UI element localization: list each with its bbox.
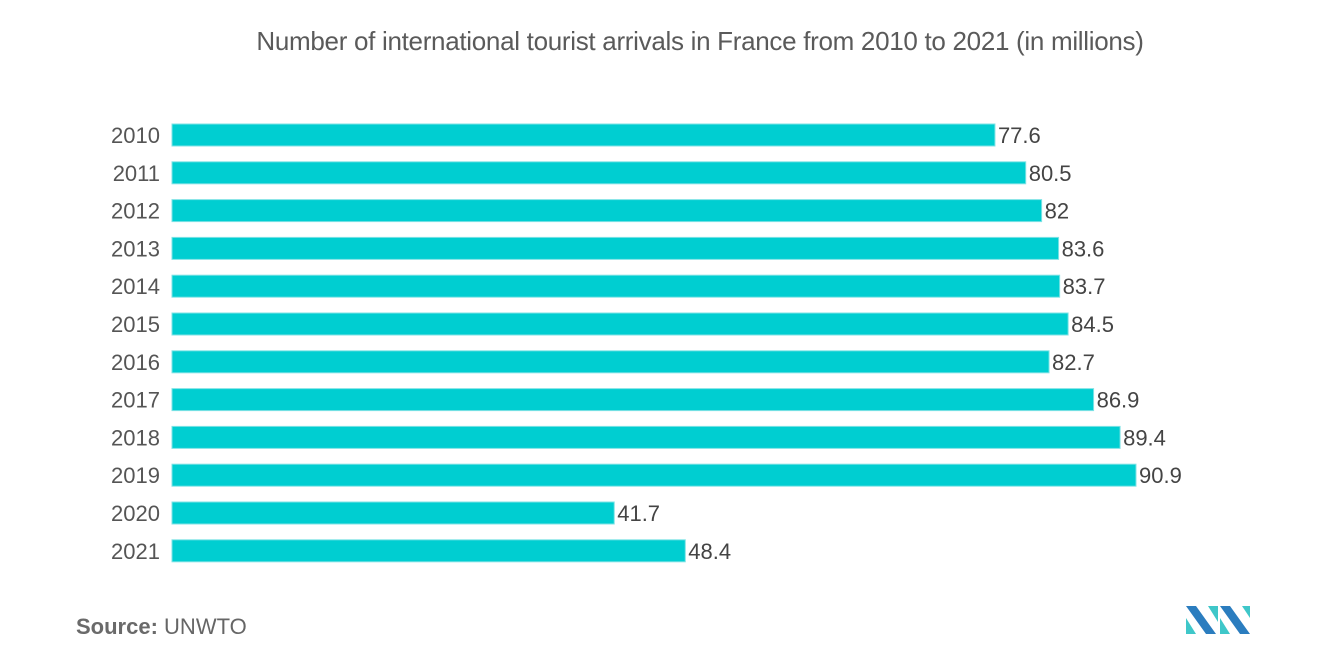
value-label: 77.6	[998, 123, 1041, 148]
category-label: 2021	[111, 539, 160, 564]
value-label: 83.7	[1063, 274, 1106, 299]
value-label: 82	[1045, 199, 1069, 224]
bar-2016	[171, 350, 1050, 374]
bar-2015	[171, 312, 1069, 336]
value-label: 84.5	[1071, 312, 1114, 337]
source-value: UNWTO	[164, 614, 247, 639]
mordor-intelligence-logo	[1186, 606, 1250, 634]
bar-2021	[171, 539, 686, 563]
bar-2010	[171, 123, 996, 147]
category-label: 2019	[111, 463, 160, 488]
bar-2018	[171, 425, 1121, 449]
category-label: 2012	[111, 199, 160, 224]
value-label: 41.7	[617, 501, 660, 526]
bar-2011	[171, 161, 1027, 185]
bar-2012	[171, 199, 1043, 223]
category-label: 2015	[111, 312, 160, 337]
bar-2014	[171, 274, 1061, 298]
value-label: 86.9	[1097, 388, 1140, 413]
source-label: Source:	[76, 614, 158, 639]
category-label: 2017	[111, 388, 160, 413]
bar-2020	[171, 501, 615, 525]
category-label: 2010	[111, 123, 160, 148]
value-label: 48.4	[688, 539, 731, 564]
category-label: 2020	[111, 501, 160, 526]
bar-2013	[171, 236, 1060, 260]
bar-2017	[171, 388, 1095, 412]
value-label: 90.9	[1139, 463, 1182, 488]
source-note: Source: UNWTO	[76, 614, 247, 640]
value-label: 83.6	[1062, 236, 1105, 261]
bar-chart: 2010 77.6 2011 80.5 2012 82 2013 83.6 2014 83.7 20…	[111, 123, 1182, 564]
category-label: 2011	[113, 161, 160, 186]
value-label: 80.5	[1029, 161, 1072, 186]
value-label: 82.7	[1052, 350, 1095, 375]
value-label: 89.4	[1123, 425, 1166, 450]
bar-2019	[171, 463, 1137, 487]
category-label: 2014	[111, 274, 160, 299]
chart-title: Number of international tourist arrivals…	[256, 26, 1144, 56]
category-label: 2013	[111, 236, 160, 261]
category-label: 2018	[111, 425, 160, 450]
category-label: 2016	[111, 350, 160, 375]
